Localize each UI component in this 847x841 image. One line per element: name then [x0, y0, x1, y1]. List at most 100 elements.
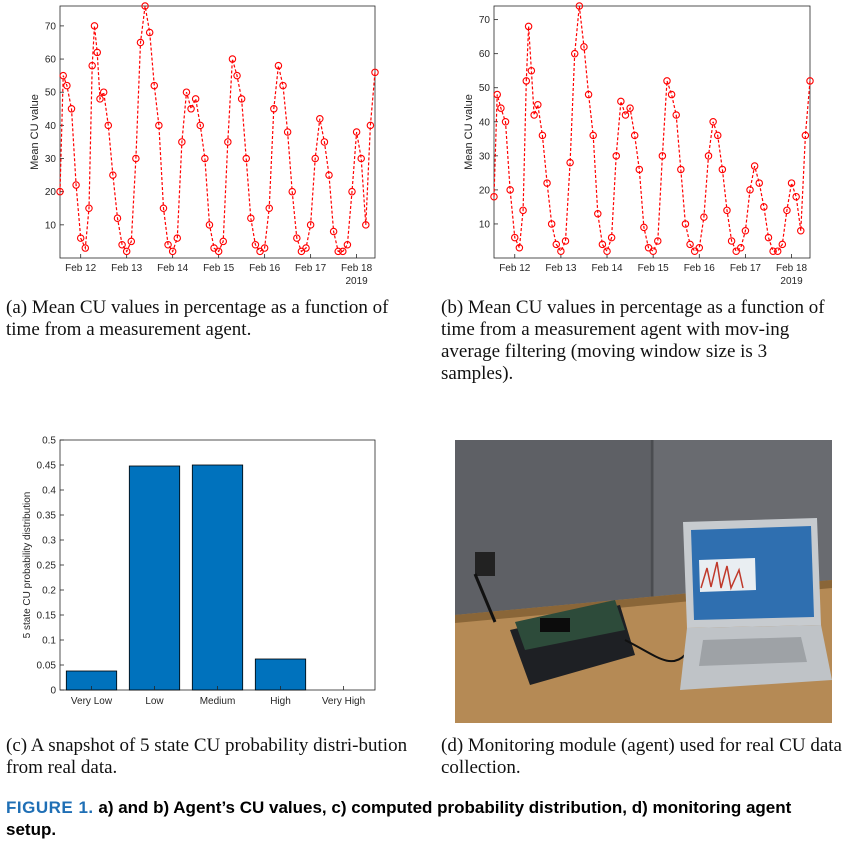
x-tick-label: Feb 17: [730, 263, 762, 274]
data-point-marker: [527, 66, 536, 75]
y-tick-label: 20: [45, 187, 57, 198]
data-point-marker: [737, 244, 745, 252]
bar: [128, 465, 181, 691]
data-point-marker: [56, 187, 64, 196]
data-point-marker: [640, 223, 648, 232]
y-tick-label: 70: [479, 15, 491, 26]
data-point-marker: [228, 55, 237, 63]
data-point-marker: [274, 61, 283, 70]
data-point-marker: [530, 111, 538, 119]
data-point-marker: [334, 247, 342, 256]
data-point-marker: [493, 90, 501, 99]
data-point-marker: [219, 237, 227, 246]
data-point-marker: [773, 247, 782, 255]
screen-plot-trace: [700, 561, 744, 591]
plot-frame: [493, 5, 811, 259]
data-point-marker: [515, 244, 524, 252]
data-point-marker: [283, 128, 292, 136]
x-tick-label: Feb 16: [249, 263, 281, 274]
y-tick-label: 0.4: [42, 486, 56, 497]
y-tick-label: 20: [479, 185, 491, 196]
data-point-marker: [90, 22, 99, 30]
plot-frame: [59, 5, 376, 259]
data-point-marker: [256, 247, 264, 256]
data-point-marker: [760, 203, 768, 211]
data-point-marker: [663, 77, 671, 85]
chart-c-svg: 0 0.05 0.1 0.15 0.2 0.25 0.3 0.35 0.4 0.45 0.5 Very…: [22, 436, 376, 707]
chart-a-svg: 10 20 30 40 50 60 70 Feb 12 Feb 13 Feb 14 Feb 15 Fe…: [29, 2, 379, 287]
data-point-marker: [63, 81, 71, 90]
data-point-marker: [778, 240, 787, 249]
x-tick-label: Feb 14: [157, 263, 189, 274]
data-point-marker: [279, 81, 287, 90]
y-tick-label: 0.35: [37, 511, 57, 522]
x-tick-label: Feb 13: [111, 263, 143, 274]
data-point-marker: [755, 179, 764, 187]
caption-c-text: (c) A snapshot of 5 state CU probability…: [6, 735, 408, 778]
y-axis-label: Mean CU value: [463, 94, 475, 170]
y-tick-label: 40: [45, 121, 57, 132]
data-point-marker: [709, 118, 717, 126]
data-point-marker: [348, 187, 356, 196]
y-tick-label: 30: [45, 154, 57, 165]
data-point-marker: [630, 131, 639, 140]
data-point-marker: [247, 214, 255, 222]
monitoring-module-photo: [455, 440, 832, 723]
data-point-marker: [603, 247, 611, 255]
data-point-marker: [801, 131, 810, 140]
figure-caption-text: a) and b) Agent’s CU values, c) computed…: [6, 798, 792, 839]
y-tick-label: 60: [45, 55, 57, 66]
data-point-marker: [178, 138, 186, 146]
data-point-marker: [543, 179, 551, 187]
data-point-marker: [113, 214, 122, 222]
data-point-marker: [561, 237, 570, 245]
data-point-marker: [695, 244, 704, 252]
data-point-marker: [155, 121, 163, 130]
data-point-marker: [598, 240, 607, 249]
data-point-marker: [59, 71, 67, 80]
y-axis-label: Mean CU value: [29, 94, 41, 170]
y-tick-label: 70: [45, 21, 57, 32]
series-line: [493, 5, 811, 253]
data-point-marker: [343, 240, 352, 249]
data-point-marker: [570, 49, 579, 58]
data-point-marker: [723, 206, 731, 215]
data-point-marker: [224, 138, 232, 146]
x-tick-label: Feb 12: [499, 263, 531, 274]
data-point-marker: [88, 61, 96, 70]
data-point-marker: [242, 154, 250, 163]
data-point-marker: [552, 240, 561, 249]
x-tick-label: Feb 18: [341, 263, 373, 274]
data-point-marker: [67, 105, 76, 113]
data-point-marker: [99, 88, 108, 96]
y-axis-label: 5 state CU probability distribution: [22, 492, 33, 639]
data-point-marker: [727, 237, 736, 245]
panel-d-photo: [455, 440, 832, 728]
data-point-marker: [522, 77, 531, 85]
laptop-keyboard: [699, 637, 807, 666]
data-point-marker: [501, 118, 510, 126]
data-point-marker: [127, 237, 136, 246]
data-point-marker: [214, 247, 223, 256]
data-point-marker: [150, 81, 159, 90]
x-tick-label: High: [270, 696, 291, 707]
data-point-marker: [806, 77, 814, 85]
x-tick-label: Medium: [200, 696, 236, 707]
data-point-marker: [649, 247, 657, 255]
caption-a: (a) Mean CU values in percentage as a fu…: [6, 297, 414, 341]
y-tick-label: 50: [45, 88, 57, 99]
data-point-marker: [534, 101, 542, 109]
data-point-marker: [677, 165, 685, 174]
panel-a-line-chart: 10 20 30 40 50 60 70 Feb 12 Feb 13 Feb 14 Feb 15 Fe…: [0, 0, 390, 295]
data-point-marker: [746, 186, 754, 194]
y-tick-label: 60: [479, 49, 491, 60]
y-tick-label: 0.25: [37, 561, 57, 572]
figure-caption: FIGURE 1. a) and b) Agent’s CU values, c…: [6, 797, 841, 841]
data-point-marker: [658, 152, 667, 160]
y-tick-label: 0.1: [42, 636, 56, 647]
bar: [254, 658, 307, 691]
data-point-marker: [704, 152, 713, 160]
y-tick-label: 0: [50, 686, 56, 697]
data-point-marker: [72, 181, 80, 189]
board-chip: [540, 618, 570, 632]
